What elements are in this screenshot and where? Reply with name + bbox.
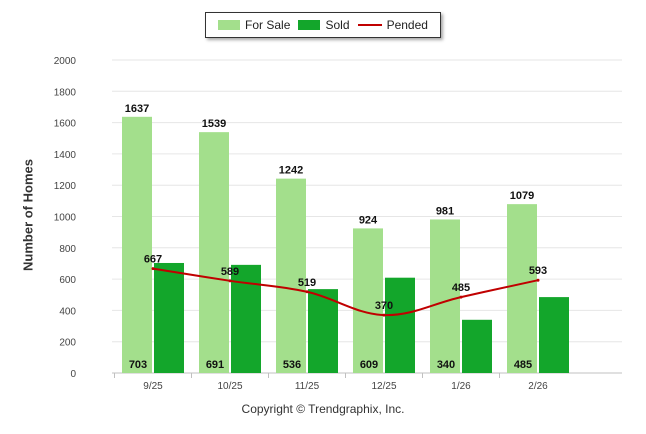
data-label-sold: 485 <box>514 359 532 371</box>
data-label-for-sale: 1539 <box>202 118 226 130</box>
bar-sold <box>308 289 338 373</box>
legend-item-for-sale[interactable]: For Sale <box>218 18 290 32</box>
bar-for-sale <box>353 228 383 373</box>
point-pended <box>305 290 309 294</box>
bar-for-sale <box>122 116 152 373</box>
bar-for-sale <box>276 178 306 373</box>
data-label-sold: 340 <box>437 359 455 371</box>
data-label-pended: 589 <box>221 266 239 278</box>
y-tick-label: 1000 <box>54 213 77 224</box>
y-tick-label: 800 <box>59 244 76 255</box>
point-pended <box>459 295 463 299</box>
copyright-text: Copyright © Trendgraphix, Inc. <box>241 402 405 416</box>
y-tick-label: 600 <box>59 275 76 286</box>
legend-item-pended[interactable]: Pended <box>357 18 428 32</box>
legend-swatch-sold <box>298 20 321 30</box>
y-tick-label: 1600 <box>54 119 77 130</box>
x-tick-label: 10/25 <box>217 381 242 392</box>
point-pended <box>536 278 540 282</box>
data-label-for-sale: 981 <box>436 205 454 217</box>
x-tick-label: 2/26 <box>528 381 548 392</box>
bar-sold <box>154 262 184 373</box>
point-pended <box>151 267 155 271</box>
point-pended <box>228 279 232 283</box>
legend-item-sold[interactable]: Sold <box>298 18 350 32</box>
x-tick-label: 9/25 <box>143 381 163 392</box>
y-tick-label: 1800 <box>54 87 77 98</box>
legend-label-sold: Sold <box>325 18 350 32</box>
data-label-for-sale: 1242 <box>279 165 303 177</box>
legend-swatch-pended <box>357 24 382 26</box>
y-tick-label: 1400 <box>54 150 77 161</box>
data-label-for-sale: 924 <box>359 214 378 226</box>
data-label-sold: 703 <box>129 359 147 371</box>
bar-sold <box>462 319 492 373</box>
legend-label-pended: Pended <box>386 18 428 32</box>
y-tick-label: 0 <box>70 369 76 380</box>
x-tick-label: 12/25 <box>371 381 396 392</box>
data-label-sold: 536 <box>283 359 301 371</box>
x-tick-label: 11/25 <box>295 381 320 392</box>
y-tick-label: 200 <box>59 338 76 349</box>
bar-for-sale <box>430 219 460 373</box>
legend-label-for-sale: For Sale <box>245 18 291 32</box>
data-label-sold: 609 <box>360 359 378 371</box>
bar-for-sale <box>507 204 537 373</box>
point-pended <box>382 313 386 317</box>
y-tick-label: 400 <box>59 306 76 317</box>
data-label-pended: 593 <box>529 265 547 277</box>
y-tick-label: 2000 <box>54 56 77 67</box>
y-tick-label: 1200 <box>54 181 77 192</box>
bar-for-sale <box>199 132 229 373</box>
data-label-sold: 691 <box>206 359 224 371</box>
line-pended <box>152 267 539 317</box>
data-label-pended: 370 <box>375 300 393 312</box>
bar-sold <box>539 297 569 373</box>
data-label-pended: 519 <box>298 277 316 289</box>
chart-legend: For Sale Sold Pended <box>205 12 441 38</box>
data-label-pended: 485 <box>452 282 470 294</box>
data-label-pended: 667 <box>144 254 162 266</box>
x-tick-label: 1/26 <box>451 381 471 392</box>
bar-sold <box>385 277 415 373</box>
data-label-for-sale: 1079 <box>510 190 534 202</box>
legend-swatch-for-sale <box>218 20 241 30</box>
y-axis-title: Number of Homes <box>20 159 36 271</box>
data-label-for-sale: 1637 <box>125 103 149 115</box>
